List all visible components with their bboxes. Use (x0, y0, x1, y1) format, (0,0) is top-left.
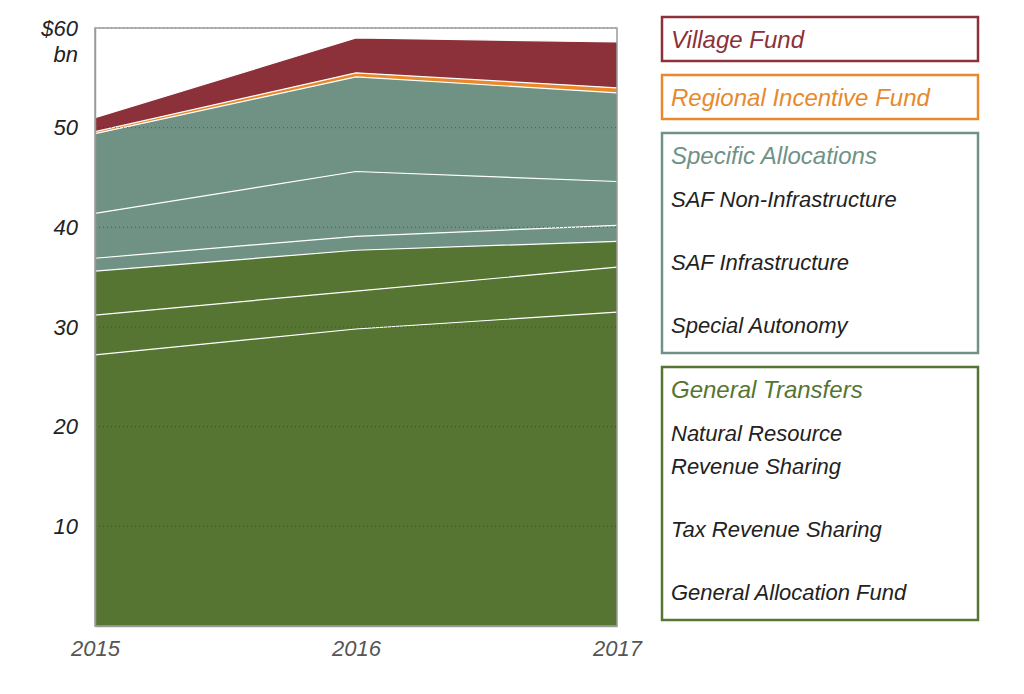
legend-box (662, 17, 978, 61)
area-layer (95, 312, 617, 626)
y-tick-label: 20 (53, 414, 79, 439)
legend-title: Village Fund (671, 26, 805, 53)
layer-edge (95, 73, 617, 132)
legend-group: General Transfers Natural Resource Revenue… (662, 367, 978, 620)
y-tick: 10 (54, 514, 95, 539)
legend-group: Specific Allocations SAF Non-Infrastructu… (662, 133, 978, 353)
y-tick: 40 (54, 215, 95, 240)
legend-item: SAF Non-Infrastructure (671, 187, 897, 212)
legend-box (662, 75, 978, 119)
legend-label-line: Natural Resource (671, 421, 842, 446)
layer-edge (95, 77, 617, 134)
layer-edge (95, 38, 617, 118)
x-tick: 2017 (592, 626, 643, 661)
y-tick-label: 10 (54, 514, 79, 539)
grid-line (95, 426, 617, 427)
y-tick: $60 (40, 16, 95, 41)
y-tick-label: 50 (54, 115, 79, 140)
y-tick: 20 (53, 414, 95, 439)
legend-title: General Transfers (671, 376, 863, 403)
legend: Village Fund Regional Incentive Fund Speci… (662, 17, 978, 620)
y-axis-line (95, 29, 97, 627)
layer-edge (95, 312, 617, 355)
y-tick: 30 (54, 315, 95, 340)
x-axis-line (96, 626, 618, 628)
x-tick-label: 2016 (331, 636, 382, 661)
y-tick: 50 (54, 115, 95, 140)
grid-line (95, 227, 617, 228)
area-layer (95, 38, 617, 132)
grid-line (95, 327, 617, 328)
x-tick-label: 2017 (592, 636, 643, 661)
legend-title: Regional Incentive Fund (671, 84, 930, 111)
x-tick: 2016 (331, 626, 382, 661)
legend-item: Tax Revenue Sharing (671, 517, 883, 542)
x-axis: 2015 2016 2017 (70, 626, 643, 661)
layer-edge (95, 172, 617, 214)
legend-item: General Allocation Fund (671, 580, 907, 605)
y-tick-label: 40 (54, 215, 79, 240)
legend-box (662, 367, 978, 620)
y-tick-label: $60 (40, 16, 78, 41)
layer-edge (95, 267, 617, 315)
grid-line (95, 127, 617, 128)
legend-group: Regional Incentive Fund (662, 75, 978, 119)
grid (95, 28, 617, 526)
legend-label-line: Revenue Sharing (671, 454, 842, 479)
legend-item: Special Autonomy (671, 313, 850, 338)
legend-title: Specific Allocations (671, 142, 877, 169)
plot-area (95, 38, 617, 626)
legend-group: Village Fund (662, 17, 978, 61)
legend-item: Natural Resource Revenue Sharing (671, 421, 842, 479)
x-tick: 2015 (70, 626, 121, 661)
y-tick-label: 30 (54, 315, 79, 340)
legend-item: SAF Infrastructure (671, 250, 849, 275)
chart-svg: 10 20 30 40 50 $60bn 2015 2016 2017 Village Fund R… (0, 0, 1024, 694)
layer-edge (95, 241, 617, 271)
y-axis-label: bn (54, 42, 78, 67)
y-axis: 10 20 30 40 50 $60 (40, 16, 95, 627)
grid-line (95, 526, 617, 527)
chart-root: 10 20 30 40 50 $60bn 2015 2016 2017 Village Fund R… (0, 0, 1024, 694)
layer-edge (95, 225, 617, 258)
legend-box (662, 133, 978, 353)
plot-frame (95, 28, 617, 626)
x-tick-label: 2015 (70, 636, 121, 661)
